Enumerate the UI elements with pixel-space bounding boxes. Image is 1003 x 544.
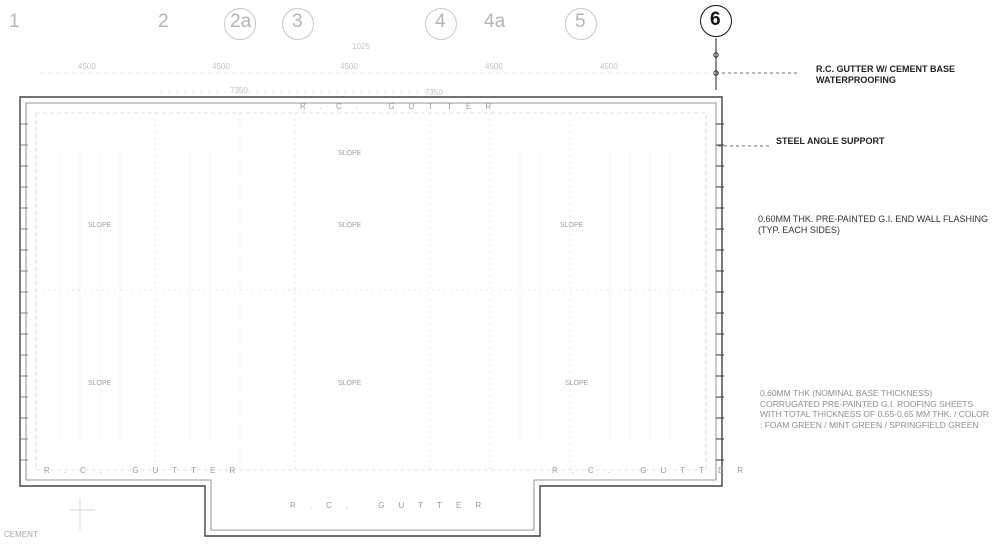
slope-tag: SLOPE [338, 150, 362, 157]
edge-label-bottom-left-gutter: R.C. GUTTER [44, 466, 250, 475]
dimension-value: 4500 [212, 62, 230, 71]
dimension-subtotal: 7350 [425, 88, 443, 97]
purlin-ticks-left [20, 123, 28, 461]
dimension-value: 4500 [485, 62, 503, 71]
dimension-small: 1025 [352, 42, 370, 51]
callout-flashing: 0.60mm THK. PRE-PAINTED G.I. END WALL FL… [758, 214, 989, 235]
callout-roofing: 0.60mm THK (NOMINAL BASE THICKNESS) CORR… [760, 388, 989, 430]
corner-detail [70, 498, 95, 530]
purlin-ticks-right [716, 123, 724, 461]
slope-tag: SLOPE [565, 380, 589, 387]
corner-label-cement: CEMENT [4, 530, 38, 539]
slope-tag: SLOPE [338, 380, 362, 387]
dimension-value: 4500 [600, 62, 618, 71]
edge-label-bottom-center-gutter: R.C. GUTTER [290, 501, 496, 510]
slope-tag: SLOPE [560, 222, 584, 229]
slope-tag: SLOPE [88, 222, 112, 229]
callout-steel-angle: STEEL ANGLE SUPPORT [776, 136, 885, 146]
edge-label-top-gutter: R.C. GUTTER [300, 102, 506, 111]
dimension-value: 4500 [340, 62, 358, 71]
roof-texture [59, 150, 671, 440]
edge-label-bottom-right-gutter: R.C. GUTTER [552, 466, 758, 475]
callout-gutter: R.C. GUTTER W/ CEMENT BASE WATERPROOFING [816, 64, 955, 85]
rafter-lines [36, 113, 706, 470]
slope-tag: SLOPE [338, 222, 362, 229]
grid-node [713, 52, 719, 58]
dimension-value: 4500 [78, 62, 96, 71]
slope-tag: SLOPE [88, 380, 112, 387]
dimension-subtotal: 7350 [230, 86, 248, 95]
